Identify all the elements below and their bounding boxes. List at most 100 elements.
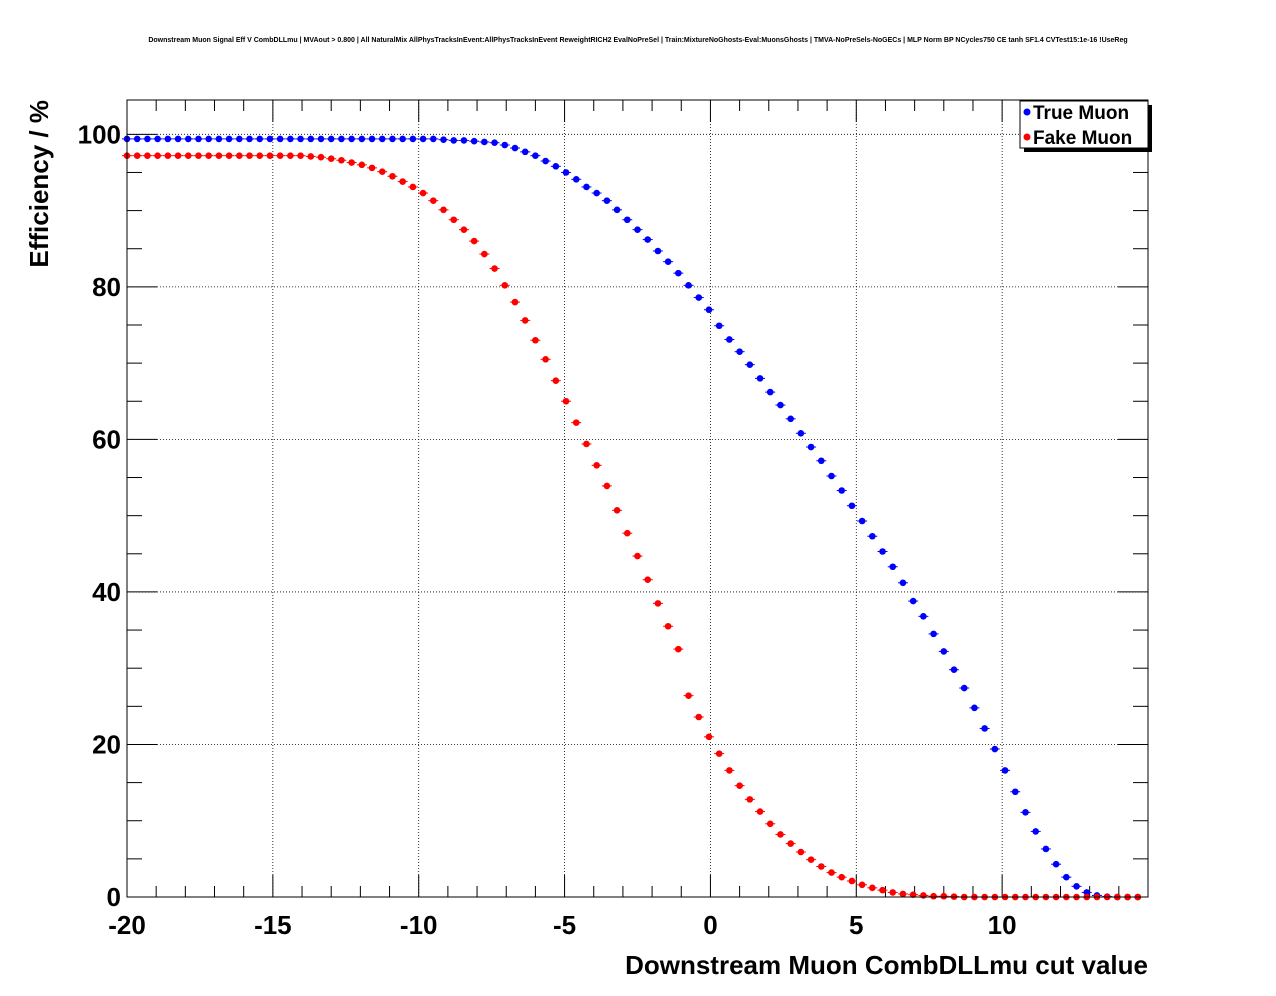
data-point [205,152,212,159]
data-point [215,135,223,143]
data-point [542,157,549,165]
data-point [552,377,560,384]
data-point [644,576,652,584]
data-point [481,138,488,146]
data-point [675,269,682,277]
data-point [317,153,325,161]
data-point [133,152,141,159]
data-point [184,135,192,143]
data-point [297,135,304,143]
data-point [266,152,274,159]
axis-ticks [126,100,1148,898]
data-point [399,178,406,185]
y-tick-label: 80 [92,272,121,302]
data-point [409,135,417,143]
data-point [246,135,253,143]
data-point [858,881,866,889]
data-point [623,216,631,224]
data-point [705,306,713,314]
data-point [307,135,315,143]
data-point [460,226,468,233]
data-point [644,236,652,243]
data-point [389,172,396,180]
data-point [430,135,437,143]
data-point [236,135,243,143]
data-point [869,884,876,892]
data-point [695,294,703,301]
data-point [317,135,325,143]
data-point [491,265,498,272]
series-1 [122,152,1143,901]
legend-marker [1023,108,1031,116]
data-point [664,258,672,265]
data-point [991,745,999,753]
data-point [358,161,366,169]
data-point [828,472,835,480]
data-point [623,529,631,537]
data-point [225,135,233,143]
legend: True Muon Fake Muon [1019,100,1152,152]
data-point [1083,889,1091,896]
data-point [603,197,611,204]
data-point [603,482,611,490]
y-axis-label: Efficiency / % [24,100,54,268]
data-point [664,622,672,630]
data-point [1022,809,1029,816]
data-point [256,135,264,143]
data-point [419,189,427,197]
data-point [327,155,335,163]
data-point [552,163,560,170]
data-point [287,152,294,159]
series-0 [122,135,1143,901]
y-tick-label: 0 [107,882,121,912]
data-point [399,135,406,143]
data-point [419,135,427,143]
data-point [1042,845,1050,853]
data-point [154,152,161,159]
data-point [511,298,519,306]
data-point [174,135,182,143]
data-point [327,135,335,143]
x-axis-label: Downstream Muon CombDLLmu cut value [625,950,1148,980]
data-point [889,889,897,896]
data-point [144,152,151,159]
legend-label: Fake Muon [1033,128,1132,149]
data-point [572,176,580,183]
data-point [266,135,274,143]
data-point [338,156,345,164]
data-point [807,856,815,863]
data-point [756,375,764,382]
data-point [593,189,600,197]
data-point [348,135,355,143]
data-point [960,684,968,692]
data-point [920,892,927,899]
legend-marker [1023,133,1031,141]
data-point [848,877,856,885]
data-point [562,397,570,405]
data-point [133,135,141,143]
data-point [705,733,713,741]
data-point [460,137,468,144]
data-point [287,135,294,143]
y-tick-label: 60 [92,424,121,454]
data-point [695,713,703,721]
data-point [777,831,784,838]
plot-frame [126,99,1149,898]
data-point [409,183,417,191]
data-point [562,169,570,176]
y-tick-label: 20 [92,729,121,759]
data-point [378,168,386,175]
data-point [195,152,202,159]
data-point [838,873,845,881]
data-point [807,443,815,451]
data-point [430,197,437,204]
data-point [440,206,447,214]
data-point [1032,828,1039,835]
data-point [940,648,948,655]
data-point [634,552,641,560]
data-point [236,152,243,159]
x-tick-label: -5 [553,910,576,940]
data-point [225,152,233,159]
